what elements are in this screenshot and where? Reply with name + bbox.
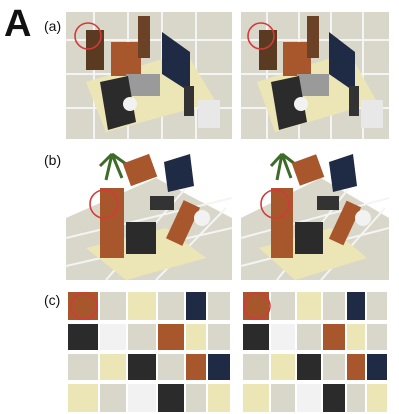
highlight-circle [74, 22, 102, 50]
side-cabinet [361, 100, 383, 128]
image-a-left [66, 12, 232, 139]
highlight-circle [70, 292, 98, 320]
image-b-right [241, 148, 389, 280]
figure-panel-label: A [4, 3, 32, 45]
armchair [111, 42, 141, 76]
row-label-b: (b) [44, 152, 62, 168]
row-label-a: (a) [44, 18, 62, 34]
armchair [122, 153, 158, 187]
bookshelf [271, 188, 293, 258]
highlight-circle [247, 22, 275, 50]
side-cabinet [198, 100, 220, 128]
lamp [123, 97, 137, 111]
row-label-c: (c) [44, 292, 61, 308]
image-a-right [241, 12, 389, 139]
armchair [291, 154, 325, 186]
sofa [271, 76, 307, 130]
speaker [184, 86, 194, 116]
sofa [100, 76, 136, 130]
image-c-left [66, 290, 232, 414]
speaker [349, 86, 359, 116]
plant [269, 152, 296, 181]
image-b-left [66, 148, 232, 280]
tv-screen [162, 32, 190, 92]
cabinet [328, 200, 362, 246]
plant [98, 152, 127, 181]
coffee-table [317, 196, 339, 210]
bookshelf [100, 188, 124, 258]
lamp [355, 210, 371, 226]
bookshelf [259, 30, 277, 70]
coffee-table [297, 74, 329, 96]
lamp [294, 97, 308, 111]
cabinet [138, 16, 150, 58]
tv-screen [329, 154, 357, 192]
sofa [295, 222, 323, 254]
highlight-circle [89, 189, 119, 219]
highlight-circle [243, 292, 271, 320]
tv-screen [329, 32, 355, 92]
coffee-table [150, 196, 174, 210]
highlight-circle [260, 189, 290, 219]
cabinet [307, 16, 319, 58]
bookshelf [86, 30, 104, 70]
cabinet [165, 200, 201, 246]
tv-screen [164, 154, 194, 192]
image-c-right [241, 290, 389, 414]
armchair [283, 42, 311, 76]
sofa [126, 222, 156, 254]
coffee-table [126, 74, 160, 96]
lamp [194, 210, 210, 226]
